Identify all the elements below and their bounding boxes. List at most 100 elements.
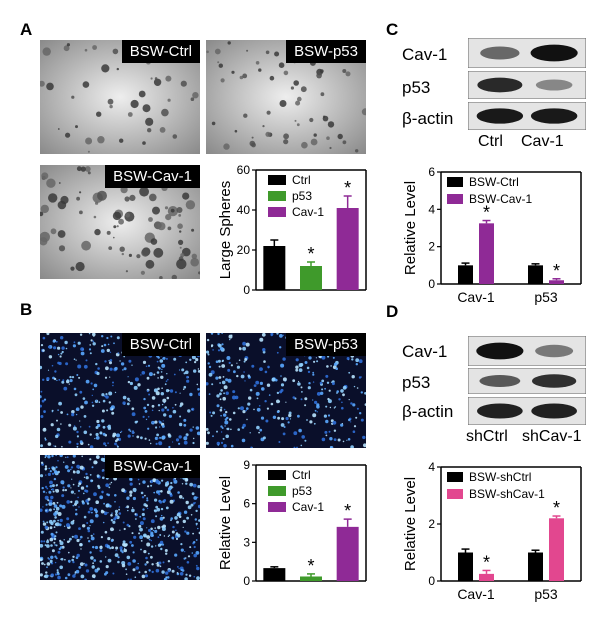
fluorescent-cell (105, 444, 107, 447)
fluorescent-cell (41, 486, 44, 490)
fluorescent-cell (91, 404, 95, 407)
fluorescent-cell (84, 563, 88, 567)
fluorescent-cell (237, 428, 240, 431)
fluorescent-cell (336, 390, 339, 393)
fluorescent-cell (312, 399, 314, 401)
fluorescent-cell (224, 418, 227, 421)
fluorescent-cell (91, 511, 93, 514)
blot-band (476, 108, 524, 124)
blot-band (479, 375, 521, 387)
fluorescent-cell (162, 398, 167, 403)
fluorescent-cell (129, 381, 133, 386)
fluorescent-cell (138, 571, 141, 574)
fluorescent-cell (62, 489, 65, 492)
fluorescent-cell (312, 371, 315, 374)
fluorescent-cell (148, 538, 151, 541)
legend-swatch (268, 486, 286, 496)
fluorescent-cell (83, 430, 88, 435)
fluorescent-cell (54, 370, 57, 373)
fluorescent-cell (338, 398, 341, 401)
fluorescent-cell (69, 379, 73, 383)
fluorescent-cell (75, 413, 78, 416)
fluorescent-cell (110, 481, 113, 484)
fluorescent-cell (112, 381, 114, 384)
fluorescent-cell (193, 496, 198, 500)
fluorescent-cell (137, 383, 141, 387)
fluorescent-cell (161, 527, 166, 531)
fluorescent-cell (301, 391, 303, 393)
chart-b: 0 3 6 9 Relative Level * * Ctrl p53 Cav-1 (206, 455, 371, 595)
fluorescent-cell (330, 446, 334, 448)
fluorescent-cell (304, 397, 308, 401)
fluorescent-cell (51, 484, 55, 488)
fluorescent-cell (324, 387, 326, 390)
significance-star: * (344, 178, 351, 198)
cell-sphere (97, 190, 107, 201)
fluorescent-cell (148, 528, 152, 533)
fluorescent-cell (107, 512, 109, 514)
legend-label: Cav-1 (292, 500, 324, 514)
fluorescent-cell (292, 396, 296, 399)
fluorescent-cell (236, 362, 238, 364)
fluorescent-cell (80, 486, 85, 490)
fluorescent-cell (127, 376, 129, 378)
fluorescent-cell (135, 518, 137, 520)
fluorescent-cell (223, 444, 227, 448)
fluorescent-cell (76, 445, 79, 448)
fluorescent-cell (315, 357, 317, 359)
fluorescent-cell (140, 548, 142, 551)
fluorescent-cell (348, 418, 351, 422)
fluorescent-cell (91, 574, 96, 578)
fluorescent-cell (59, 355, 62, 358)
fluorescent-cell (282, 432, 286, 436)
fluorescent-cell (68, 440, 72, 444)
cell-sphere (40, 211, 44, 217)
fluorescent-cell (277, 416, 280, 420)
fluorescent-cell (41, 399, 45, 403)
fluorescent-cell (145, 504, 148, 508)
x-tick-label: p53 (534, 586, 558, 602)
fluorescent-cell (85, 476, 89, 480)
fluorescent-cell (138, 524, 142, 528)
cell-sphere (266, 110, 271, 115)
fluorescent-cell (74, 393, 78, 397)
fluorescent-cell (79, 465, 84, 470)
fluorescent-cell (117, 556, 120, 559)
fluorescent-cell (154, 436, 158, 440)
fluorescent-cell (333, 407, 336, 409)
fluorescent-cell (117, 560, 120, 564)
bar (300, 266, 322, 290)
fluorescent-cell (100, 536, 103, 539)
fluorescent-cell (104, 360, 107, 363)
fluorescent-cell (167, 560, 171, 563)
fluorescent-cell (228, 361, 231, 364)
fluorescent-cell (72, 504, 75, 507)
fluorescent-cell (260, 416, 265, 420)
fluorescent-cell (187, 409, 191, 413)
fluorescent-cell (49, 480, 53, 485)
fluorescent-cell (89, 474, 92, 476)
cell-sphere (141, 248, 150, 257)
fluorescent-cell (316, 403, 320, 407)
fluorescent-cell (154, 529, 158, 533)
fluorescent-cell (64, 465, 69, 469)
cell-sphere (329, 146, 332, 150)
fluorescent-cell (125, 573, 128, 575)
fluorescent-cell (247, 374, 251, 378)
fluorescent-cell (44, 455, 48, 457)
cell-sphere (177, 223, 183, 229)
fluorescent-cell (306, 366, 310, 370)
fluorescent-cell (350, 402, 353, 405)
blot-row-label: Cav-1 (402, 45, 448, 64)
fluorescent-cell (191, 552, 194, 554)
fluorescent-cell (137, 562, 139, 565)
fluorescent-cell (341, 423, 343, 425)
fluorescent-cell (100, 349, 105, 353)
fluorescent-cell (79, 420, 81, 422)
fluorescent-cell (172, 409, 177, 414)
fluorescent-cell (226, 427, 230, 431)
fluorescent-cell (278, 441, 281, 443)
fluorescent-cell (359, 412, 362, 415)
fluorescent-cell (115, 513, 118, 516)
blot-band (531, 374, 577, 388)
